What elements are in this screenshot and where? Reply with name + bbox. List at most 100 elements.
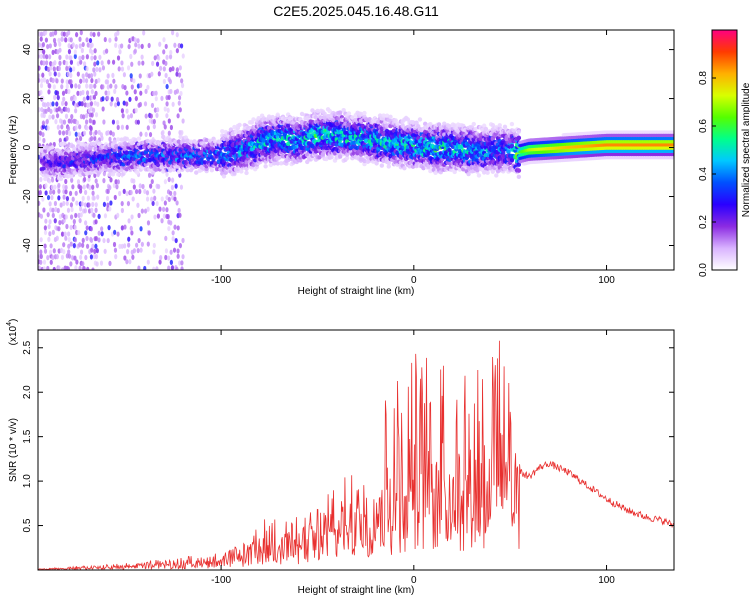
spectrogram-cell xyxy=(116,30,120,36)
spectrogram-cell xyxy=(96,194,100,200)
spectrogram-cell xyxy=(322,111,327,116)
spectrogram-cell xyxy=(89,83,94,89)
spectrogram-cell xyxy=(85,235,89,242)
spectrogram-cell xyxy=(69,214,74,220)
spectrogram-cell xyxy=(511,128,516,133)
spectrogram-cell xyxy=(39,89,43,96)
spectrogram-cell xyxy=(133,48,137,54)
spectrogram-cell xyxy=(73,53,77,60)
spectrogram-cell xyxy=(136,38,140,44)
spectrogram-cell xyxy=(109,83,113,89)
spectrogram-cell xyxy=(151,200,155,206)
spectrogram-cell xyxy=(65,135,69,142)
spectrogram-cell xyxy=(95,261,99,267)
spectrogram-cell xyxy=(81,242,85,248)
spectrogram-cell xyxy=(69,37,73,43)
spectrogram-cell xyxy=(144,88,148,94)
spectrogram-cell xyxy=(275,137,280,143)
spectrogram-cell xyxy=(67,88,71,95)
spectrogram-cell xyxy=(106,84,110,90)
spectrogram-cell xyxy=(57,37,61,43)
spectrogram-cell xyxy=(101,106,105,112)
spectrogram-cell xyxy=(56,94,60,101)
spectrogram-cell xyxy=(132,248,137,254)
spectrogram-cell xyxy=(120,243,124,249)
spectrogram-cell xyxy=(175,266,179,270)
spectrogram-cell xyxy=(134,95,138,102)
spectrogram-cell xyxy=(69,72,73,78)
spectrogram-cell xyxy=(275,112,280,117)
spectrogram-cell xyxy=(181,118,185,124)
spectrogram-cell xyxy=(78,43,82,49)
spectrogram-cell xyxy=(51,31,55,37)
spectrogram-cell xyxy=(358,111,364,117)
spectrogram-cell xyxy=(75,120,80,126)
spectrogram-cell xyxy=(124,136,130,142)
spectrogram-cell xyxy=(97,31,101,37)
spectrogram-cell xyxy=(115,172,121,177)
spectrogram-cell xyxy=(362,161,367,167)
spectrogram-cell xyxy=(204,137,209,143)
spectrogram-cell xyxy=(46,101,50,107)
spectrogram-cell xyxy=(120,43,124,49)
spectrogram-cell xyxy=(89,73,94,79)
spectrogram-cell xyxy=(52,66,56,72)
spectrogram-cell xyxy=(76,90,80,96)
spectrogram-cell xyxy=(91,243,95,249)
spectrogram-cell xyxy=(158,41,162,47)
spectrogram-cell xyxy=(516,174,522,180)
spectrogram-cell xyxy=(71,184,75,190)
spectrogram-cell xyxy=(158,206,162,212)
spectrogram-cell xyxy=(376,119,381,125)
spectrogram-cell xyxy=(91,201,95,208)
spectrogram-cell xyxy=(65,174,71,179)
spectrogram-cell xyxy=(58,41,62,47)
spectrogram-cell xyxy=(82,77,86,83)
spectrogram-cell xyxy=(94,112,99,118)
spectrogram-cell xyxy=(155,266,159,270)
spectrogram-cell xyxy=(165,83,169,90)
spectrogram-cell xyxy=(386,164,391,169)
spectrogram-cell xyxy=(279,161,284,166)
spectrogram-cell xyxy=(46,212,50,218)
spectrogram-cell xyxy=(89,101,94,107)
spectrogram-cell xyxy=(53,200,58,207)
spectrogram-cell xyxy=(81,73,85,79)
spectrogram-cell xyxy=(138,188,142,195)
spectrogram-cell xyxy=(149,183,153,189)
spectrogram-cell xyxy=(105,79,110,85)
spectrogram-cell xyxy=(64,101,68,107)
spectrogram-cell xyxy=(140,54,144,60)
spectrogram-cell xyxy=(154,96,158,102)
spectrogram-cell xyxy=(39,259,43,265)
spectrogram-cell xyxy=(145,190,150,196)
spectrogram-cell xyxy=(137,60,141,66)
spectrogram-cell xyxy=(64,88,68,94)
spectrogram-cell xyxy=(43,148,48,154)
spectrogram-cell xyxy=(62,242,66,248)
spectrogram-cell xyxy=(381,116,386,121)
spectrogram-cell xyxy=(147,172,152,178)
spectrogram-cell xyxy=(64,113,69,119)
spectrogram-cell xyxy=(84,78,89,84)
spectrogram-cell xyxy=(140,208,144,214)
spectrogram-cell xyxy=(59,202,63,208)
spectrogram-cell xyxy=(85,37,89,43)
spectrogram-cell xyxy=(53,71,57,77)
spectrogram-cell xyxy=(60,84,64,90)
spectrogram-cell xyxy=(138,73,142,79)
spectrogram-cell xyxy=(516,168,522,173)
spectrogram-cell xyxy=(263,164,268,169)
spectrogram-cell xyxy=(38,73,41,79)
spectrogram-cell xyxy=(38,200,41,206)
spectrogram-cell xyxy=(384,113,390,118)
spectrogram-cell xyxy=(169,88,173,95)
spectrogram-cell xyxy=(426,164,431,169)
spectrogram-cell xyxy=(70,206,74,213)
spectrogram-cell xyxy=(77,229,81,236)
spectrogram-cell xyxy=(69,202,74,208)
spectrogram-cell xyxy=(39,253,43,260)
spectrogram-cell xyxy=(128,259,132,265)
spectrogram-cell xyxy=(383,137,388,143)
spectrogram-cell xyxy=(112,139,117,144)
